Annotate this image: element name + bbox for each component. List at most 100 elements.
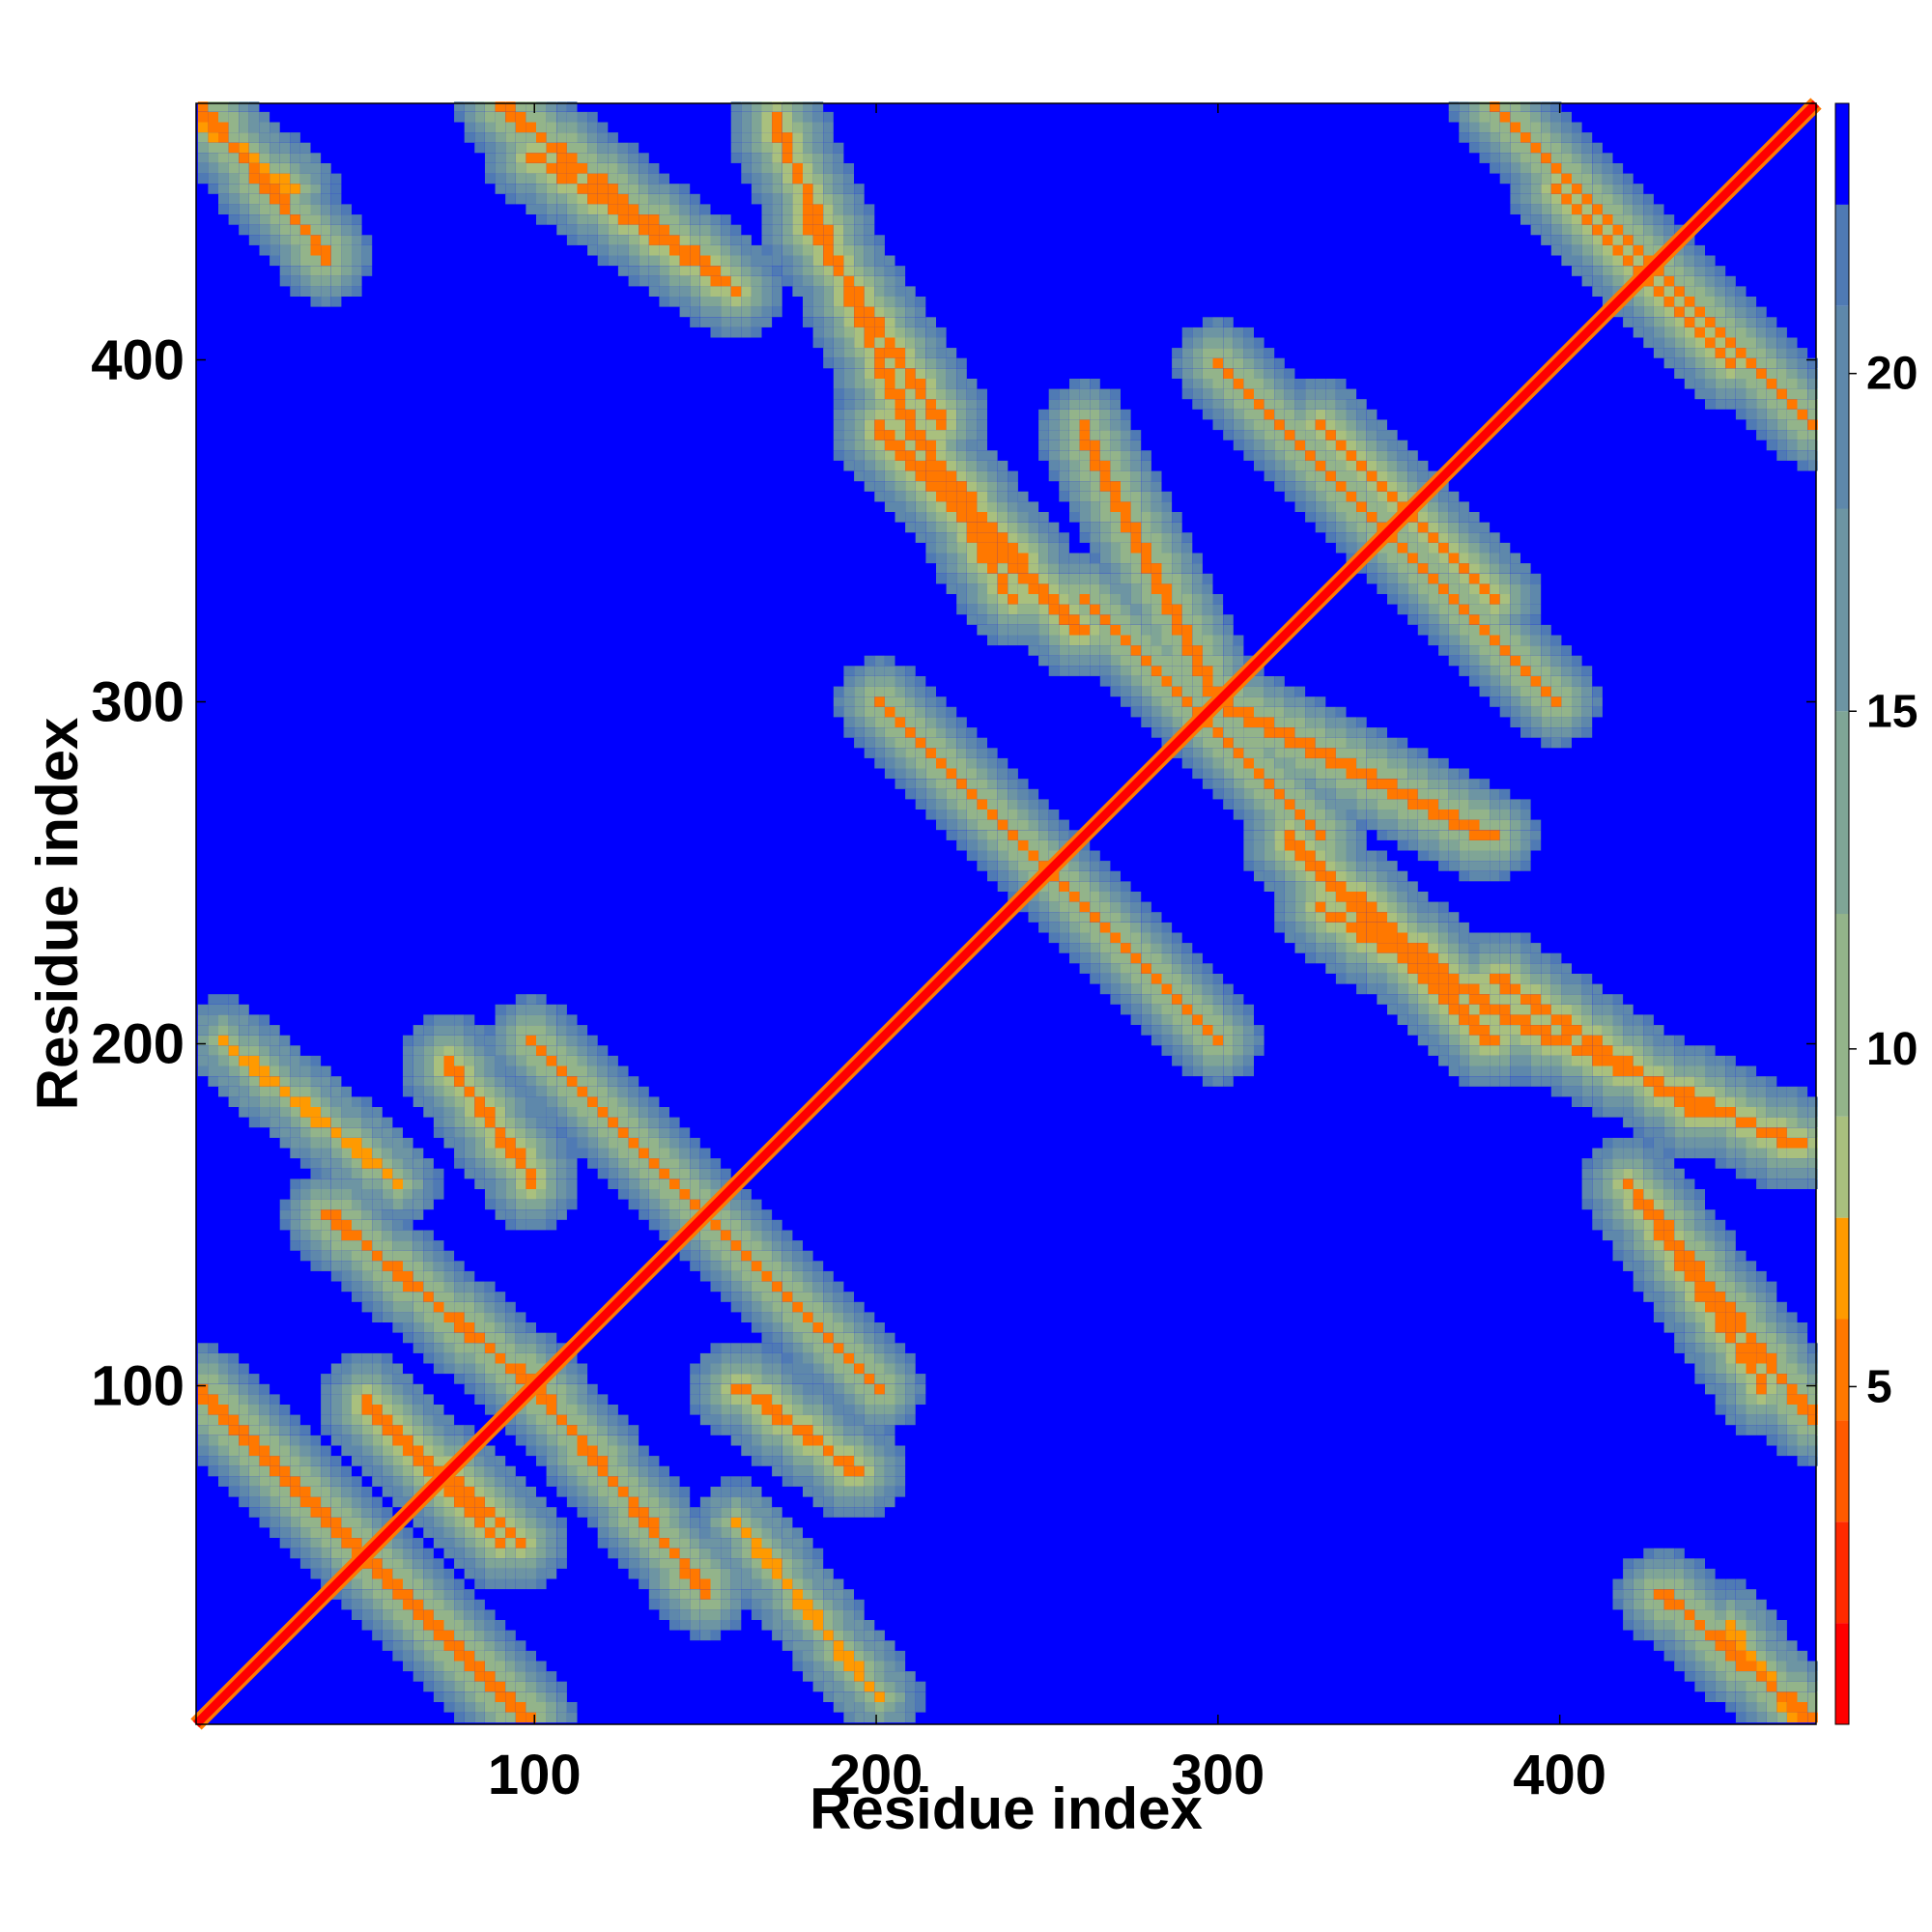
- heatmap-cell: [884, 676, 895, 687]
- heatmap-cell: [1684, 297, 1695, 307]
- heatmap-cell: [526, 1158, 536, 1169]
- heatmap-cell: [270, 1127, 280, 1138]
- heatmap-cell: [833, 1578, 844, 1590]
- heatmap-cell: [228, 1086, 240, 1097]
- heatmap-cell: [423, 1405, 434, 1415]
- heatmap-cell: [1550, 686, 1562, 697]
- heatmap-cell: [454, 1517, 465, 1528]
- heatmap-cell: [1510, 111, 1520, 123]
- heatmap-cell: [321, 1456, 331, 1466]
- heatmap-cell: [1674, 266, 1685, 276]
- heatmap-cell: [679, 1127, 691, 1138]
- heatmap-cell: [843, 1435, 854, 1446]
- heatmap-cell: [433, 1035, 444, 1046]
- heatmap-cell: [1008, 522, 1018, 533]
- heatmap-cell: [1643, 224, 1654, 236]
- heatmap-cell: [566, 1496, 578, 1508]
- heatmap-cell: [1212, 748, 1224, 758]
- heatmap-cell: [505, 1568, 516, 1579]
- heatmap-cell: [556, 1538, 567, 1548]
- heatmap-cell: [751, 1312, 762, 1322]
- heatmap-cell: [1623, 244, 1634, 256]
- heatmap-cell: [1561, 666, 1572, 676]
- heatmap-cell: [218, 1383, 229, 1395]
- heatmap-cell: [1192, 983, 1203, 995]
- heatmap-cell: [290, 1045, 300, 1056]
- heatmap-cell: [526, 1127, 536, 1138]
- heatmap-cell: [1335, 922, 1347, 933]
- heatmap-cell: [710, 1158, 722, 1169]
- heatmap-cell: [1510, 635, 1520, 646]
- heatmap-cell: [495, 1363, 506, 1375]
- heatmap-cell: [566, 1476, 578, 1487]
- heatmap-cell: [1181, 327, 1193, 338]
- heatmap-cell: [1305, 430, 1316, 440]
- heatmap-cell: [843, 1394, 854, 1405]
- heatmap-cell: [608, 1127, 618, 1138]
- heatmap-cell: [874, 430, 885, 440]
- heatmap-cell: [721, 1414, 731, 1426]
- heatmap-cell: [443, 1261, 455, 1271]
- heatmap-cell: [403, 1148, 413, 1159]
- heatmap-cell: [1346, 409, 1357, 420]
- heatmap-cell: [1468, 635, 1480, 646]
- heatmap-cell: [1530, 686, 1542, 697]
- heatmap-cell: [905, 768, 916, 780]
- heatmap-cell: [1643, 337, 1654, 349]
- heatmap-cell: [412, 1548, 424, 1559]
- heatmap-cell: [710, 1517, 722, 1528]
- heatmap-cell: [270, 1465, 280, 1477]
- heatmap-cell: [895, 440, 906, 451]
- heatmap-cell: [1468, 932, 1480, 944]
- heatmap-cell: [352, 1599, 362, 1610]
- heatmap-cell: [648, 1496, 660, 1508]
- heatmap-cell: [1305, 779, 1316, 789]
- heatmap-cell: [1468, 553, 1480, 564]
- heatmap-cell: [454, 1065, 465, 1077]
- heatmap-cell: [1428, 583, 1438, 594]
- heatmap-cell: [536, 1168, 547, 1179]
- heatmap-cell: [710, 1414, 722, 1426]
- heatmap-cell: [1233, 1035, 1244, 1046]
- heatmap-cell: [526, 1425, 536, 1435]
- heatmap-cell: [1243, 409, 1254, 420]
- heatmap-cell: [1294, 788, 1306, 800]
- heatmap-cell: [1520, 193, 1531, 205]
- heatmap-cell: [1243, 748, 1254, 758]
- heatmap-cell: [721, 1240, 731, 1251]
- heatmap-cell: [659, 1107, 669, 1118]
- heatmap-cell: [1017, 532, 1029, 543]
- heatmap-cell: [1694, 275, 1705, 287]
- heatmap-cell: [1448, 583, 1460, 594]
- heatmap-cell: [1459, 983, 1469, 995]
- heatmap-cell: [299, 1435, 311, 1446]
- heatmap-cell: [556, 1127, 567, 1138]
- heatmap-cell: [823, 1383, 834, 1395]
- heatmap-cell: [987, 563, 998, 574]
- heatmap-cell: [1468, 952, 1480, 964]
- heatmap-cell: [352, 1219, 362, 1231]
- heatmap-cell: [556, 1107, 567, 1118]
- heatmap-cell: [1499, 983, 1511, 995]
- heatmap-cell: [1059, 532, 1069, 543]
- heatmap-cell: [761, 1230, 773, 1241]
- heatmap-cell: [915, 491, 926, 502]
- heatmap-cell: [433, 1507, 444, 1518]
- heatmap-cell: [433, 1599, 444, 1610]
- heatmap-cell: [843, 1301, 854, 1313]
- heatmap-cell: [1233, 810, 1244, 820]
- heatmap-cell: [361, 1496, 373, 1508]
- heatmap-cell: [823, 1609, 834, 1620]
- heatmap-cell: [403, 1209, 413, 1220]
- heatmap-cell: [1172, 1035, 1182, 1046]
- heatmap-cell: [1305, 881, 1316, 892]
- heatmap-cell: [474, 1292, 485, 1302]
- heatmap-cell: [1387, 460, 1398, 471]
- heatmap-cell: [382, 1168, 393, 1179]
- heatmap-cell: [699, 1599, 711, 1610]
- heatmap-cell: [1212, 983, 1224, 995]
- heatmap-cell: [1612, 193, 1624, 205]
- heatmap-cell: [515, 1650, 526, 1662]
- heatmap-cell: [1202, 317, 1213, 327]
- heatmap-cell: [1264, 460, 1275, 471]
